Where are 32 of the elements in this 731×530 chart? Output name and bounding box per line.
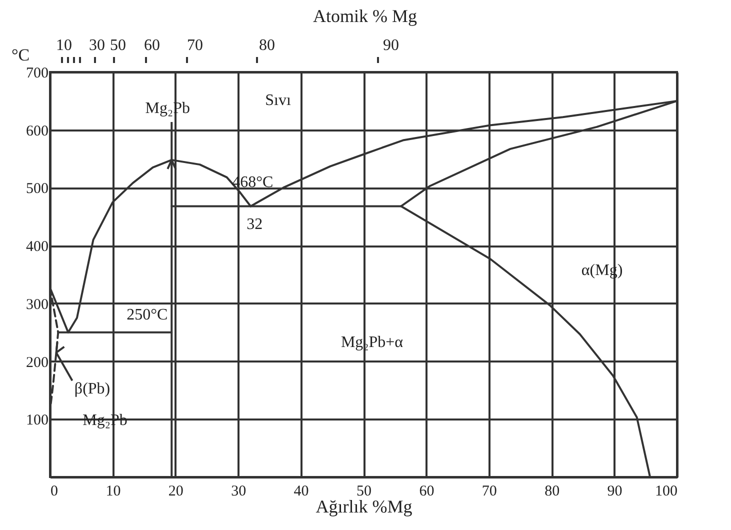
x-tick-label: 0 xyxy=(50,484,58,500)
y-tick-label: 600 xyxy=(26,123,48,140)
x-tick-label: 40 xyxy=(294,484,309,500)
text: 10 xyxy=(56,37,72,54)
y-axis-title: °C xyxy=(11,46,30,64)
annotation: 32 xyxy=(246,216,263,234)
x-tick-label: 90 xyxy=(607,484,622,500)
y-tick-label: 400 xyxy=(26,239,48,256)
x2-axis-title: Atomik % Mg xyxy=(312,6,418,26)
x-tick-label: 60 xyxy=(419,484,434,500)
y-tick-label: 500 xyxy=(26,181,48,198)
annotation: β(Pb) xyxy=(74,380,110,398)
x-tick-label: 100 xyxy=(655,484,678,500)
x-tick-label: 80 xyxy=(544,484,560,500)
text: 50 xyxy=(110,37,126,54)
x-tick-label: 70 xyxy=(482,484,497,500)
text: 30 xyxy=(89,37,105,54)
y-tick-label: 100 xyxy=(26,412,48,429)
text: 60 xyxy=(144,37,160,54)
y-tick-label: 200 xyxy=(26,354,48,371)
y-tick-label: 700 xyxy=(26,66,48,82)
text: 80 xyxy=(259,37,275,54)
y-tick-label: 300 xyxy=(26,296,48,313)
text: 90 xyxy=(383,37,399,54)
annotation: 250°C xyxy=(126,306,168,324)
x-axis-title: Ağırlık %Mg xyxy=(316,496,412,516)
x-tick-label: 10 xyxy=(106,484,121,500)
annotation: Sıvı xyxy=(265,92,292,109)
text: 70 xyxy=(187,37,203,54)
x-tick-label: 30 xyxy=(231,484,246,500)
x-tick-label: 50 xyxy=(356,484,372,500)
x-tick-label: 20 xyxy=(168,484,184,500)
